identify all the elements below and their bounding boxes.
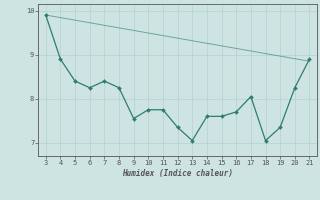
X-axis label: Humidex (Indice chaleur): Humidex (Indice chaleur) xyxy=(122,169,233,178)
